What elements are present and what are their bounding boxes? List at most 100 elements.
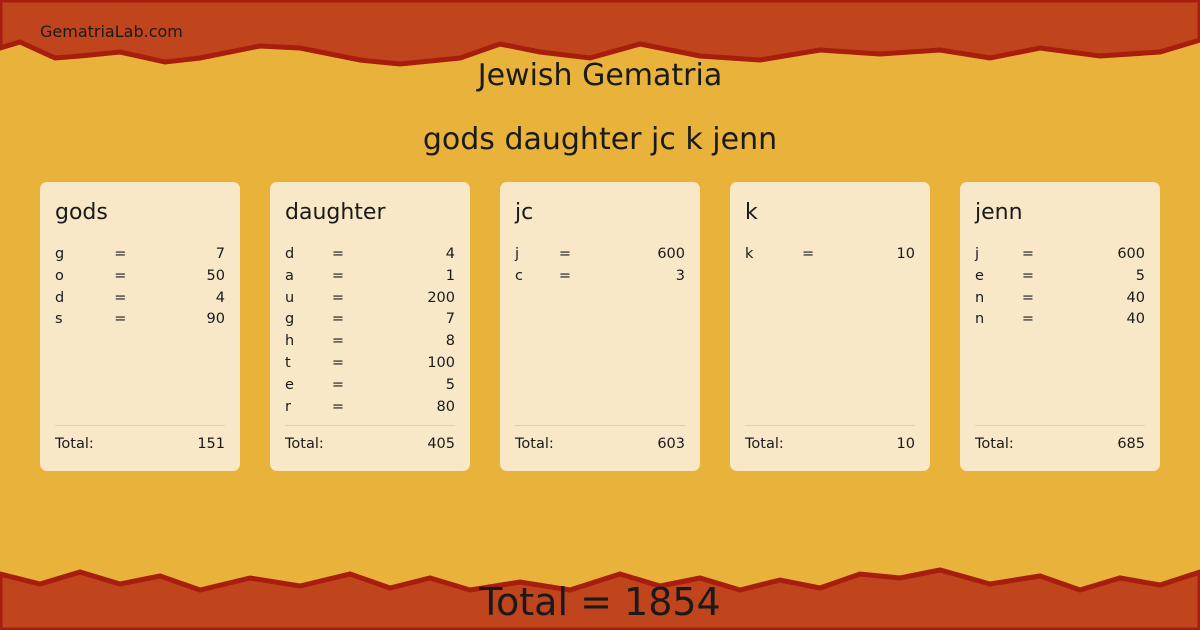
letter-value: 600 bbox=[1117, 246, 1145, 262]
letter-value: 600 bbox=[657, 246, 685, 262]
letter-row: d = 4 bbox=[285, 244, 455, 266]
letter-value: 50 bbox=[206, 267, 225, 284]
word-total: 10 bbox=[896, 436, 915, 452]
total-label: Total: bbox=[975, 436, 1014, 452]
letter: c bbox=[515, 267, 523, 284]
equals-sign: = bbox=[331, 398, 345, 415]
letter-value: 4 bbox=[215, 289, 225, 306]
word-heading: k bbox=[745, 200, 758, 225]
letter: a bbox=[285, 267, 294, 284]
grand-total: Total = 1854 bbox=[479, 580, 721, 624]
letter: d bbox=[55, 289, 65, 306]
word-heading: daughter bbox=[285, 200, 386, 225]
letter-value: 5 bbox=[445, 376, 455, 393]
bottom-band bbox=[0, 567, 1200, 630]
equals-sign: = bbox=[331, 311, 345, 328]
letter-value: 90 bbox=[206, 311, 225, 328]
letter-row: u = 200 bbox=[285, 288, 455, 310]
equals-sign: = bbox=[1021, 311, 1035, 328]
equals-sign: = bbox=[558, 267, 572, 284]
letter-value: 4 bbox=[445, 246, 455, 262]
letter-table: j = 600 e = 5 n = 40 n = 40 bbox=[975, 244, 1145, 331]
word-heading: gods bbox=[55, 200, 108, 225]
letter: k bbox=[745, 246, 754, 262]
letter-row: t = 100 bbox=[285, 353, 455, 375]
letter-value: 100 bbox=[427, 354, 455, 371]
letter: j bbox=[975, 246, 980, 262]
word-total-row: Total: 405 bbox=[285, 425, 455, 452]
equals-sign: = bbox=[331, 354, 345, 371]
equals-sign: = bbox=[114, 311, 127, 328]
word-card: daughter d = 4 a = 1 u = 200 g = 7 h = 8 t = 100 e = 5 r = 80 Tot… bbox=[270, 182, 470, 471]
equals-sign: = bbox=[331, 333, 345, 350]
letter-row: n = 40 bbox=[975, 309, 1145, 331]
letter: g bbox=[285, 311, 295, 328]
total-label: Total: bbox=[515, 436, 554, 452]
phrase: gods daughter jc k jenn bbox=[422, 122, 778, 157]
letter: r bbox=[285, 398, 291, 415]
word-total: 603 bbox=[657, 436, 685, 452]
word-heading: jc bbox=[515, 200, 534, 225]
word-total: 405 bbox=[427, 436, 455, 452]
letter: n bbox=[975, 289, 985, 306]
letter-value: 7 bbox=[445, 311, 455, 328]
letter-row: r = 80 bbox=[285, 397, 455, 419]
letter: s bbox=[55, 311, 63, 328]
letter: d bbox=[285, 246, 295, 262]
site-logo-link[interactable]: GematriaLab.com bbox=[40, 22, 183, 41]
letter-row: o = 50 bbox=[55, 266, 225, 288]
letter-row: j = 600 bbox=[515, 244, 685, 266]
letter-value: 7 bbox=[215, 246, 225, 262]
equals-sign: = bbox=[1021, 267, 1035, 284]
letter-row: d = 4 bbox=[55, 288, 225, 310]
letter: j bbox=[515, 246, 520, 262]
total-label: Total: bbox=[285, 436, 324, 452]
letter-row: j = 600 bbox=[975, 244, 1145, 266]
equals-sign: = bbox=[331, 376, 345, 393]
equals-sign: = bbox=[114, 289, 127, 306]
letter: t bbox=[285, 354, 291, 371]
letter-row: n = 40 bbox=[975, 288, 1145, 310]
equals-sign: = bbox=[1021, 246, 1035, 262]
letter-value: 1 bbox=[445, 267, 455, 284]
word-card: k k = 10 Total: 10 bbox=[730, 182, 930, 471]
letter-value: 5 bbox=[1135, 267, 1145, 284]
total-label: Total: bbox=[745, 436, 784, 452]
letter-value: 40 bbox=[1126, 311, 1145, 328]
letter: o bbox=[55, 267, 64, 284]
letter: n bbox=[975, 311, 985, 328]
equals-sign: = bbox=[558, 246, 572, 262]
word-total-row: Total: 10 bbox=[745, 425, 915, 452]
letter-row: e = 5 bbox=[975, 266, 1145, 288]
letter: u bbox=[285, 289, 295, 306]
letter-value: 3 bbox=[675, 267, 685, 284]
letter-value: 10 bbox=[896, 246, 915, 262]
page-title: Jewish Gematria bbox=[477, 58, 723, 93]
top-band bbox=[0, 0, 1200, 67]
equals-sign: = bbox=[114, 246, 127, 262]
letter-row: k = 10 bbox=[745, 244, 915, 266]
word-card: jenn j = 600 e = 5 n = 40 n = 40 Total: 685 bbox=[960, 182, 1160, 471]
letter-row: h = 8 bbox=[285, 331, 455, 353]
letter-table: k = 10 bbox=[745, 244, 915, 266]
letter: h bbox=[285, 333, 295, 350]
letter-row: c = 3 bbox=[515, 266, 685, 288]
equals-sign: = bbox=[331, 246, 345, 262]
word-total-row: Total: 151 bbox=[55, 425, 225, 452]
letter-table: j = 600 c = 3 bbox=[515, 244, 685, 288]
word-total-row: Total: 603 bbox=[515, 425, 685, 452]
letter-row: g = 7 bbox=[285, 309, 455, 331]
word-total: 685 bbox=[1117, 436, 1145, 452]
letter: e bbox=[285, 376, 294, 393]
letter-row: a = 1 bbox=[285, 266, 455, 288]
equals-sign: = bbox=[802, 246, 815, 262]
letter-row: s = 90 bbox=[55, 309, 225, 331]
equals-sign: = bbox=[114, 267, 127, 284]
equals-sign: = bbox=[1021, 289, 1035, 306]
letter-row: g = 7 bbox=[55, 244, 225, 266]
letter: g bbox=[55, 246, 65, 262]
word-heading: jenn bbox=[975, 200, 1023, 225]
letter-table: d = 4 a = 1 u = 200 g = 7 h = 8 t = 100 e = 5 r = 80 bbox=[285, 244, 455, 418]
word-total: 151 bbox=[197, 436, 225, 452]
